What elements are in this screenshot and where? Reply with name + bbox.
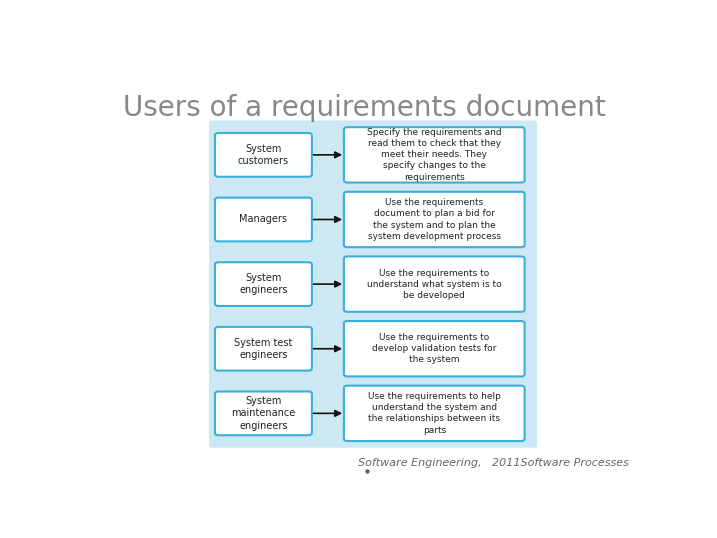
Text: Use the requirements to help
understand the system and
the relationships between: Use the requirements to help understand … bbox=[368, 392, 500, 435]
Text: Users of a requirements document: Users of a requirements document bbox=[123, 94, 606, 122]
Text: System
engineers: System engineers bbox=[239, 273, 288, 295]
Text: System
maintenance
engineers: System maintenance engineers bbox=[232, 396, 295, 431]
FancyBboxPatch shape bbox=[344, 127, 525, 182]
FancyBboxPatch shape bbox=[344, 257, 525, 312]
FancyBboxPatch shape bbox=[215, 262, 312, 306]
FancyBboxPatch shape bbox=[215, 392, 312, 435]
FancyBboxPatch shape bbox=[344, 192, 525, 247]
FancyBboxPatch shape bbox=[84, 60, 651, 483]
Text: Managers: Managers bbox=[239, 215, 288, 224]
Text: Use the requirements
document to plan a bid for
the system and to plan the
syste: Use the requirements document to plan a … bbox=[368, 199, 500, 240]
FancyBboxPatch shape bbox=[215, 197, 312, 242]
Text: Software Engineering,   2011Software Processes: Software Engineering, 2011Software Proce… bbox=[358, 458, 629, 469]
Text: System test
engineers: System test engineers bbox=[234, 337, 293, 360]
Text: Use the requirements to
understand what system is to
be developed: Use the requirements to understand what … bbox=[367, 268, 502, 300]
FancyBboxPatch shape bbox=[215, 133, 312, 177]
FancyBboxPatch shape bbox=[344, 321, 525, 377]
Text: System
customers: System customers bbox=[238, 144, 289, 166]
FancyBboxPatch shape bbox=[209, 121, 537, 448]
Text: Use the requirements to
develop validation tests for
the system: Use the requirements to develop validati… bbox=[372, 333, 496, 364]
FancyBboxPatch shape bbox=[215, 327, 312, 371]
Text: Specify the requirements and
read them to check that they
meet their needs. They: Specify the requirements and read them t… bbox=[367, 128, 502, 181]
FancyBboxPatch shape bbox=[344, 386, 525, 441]
